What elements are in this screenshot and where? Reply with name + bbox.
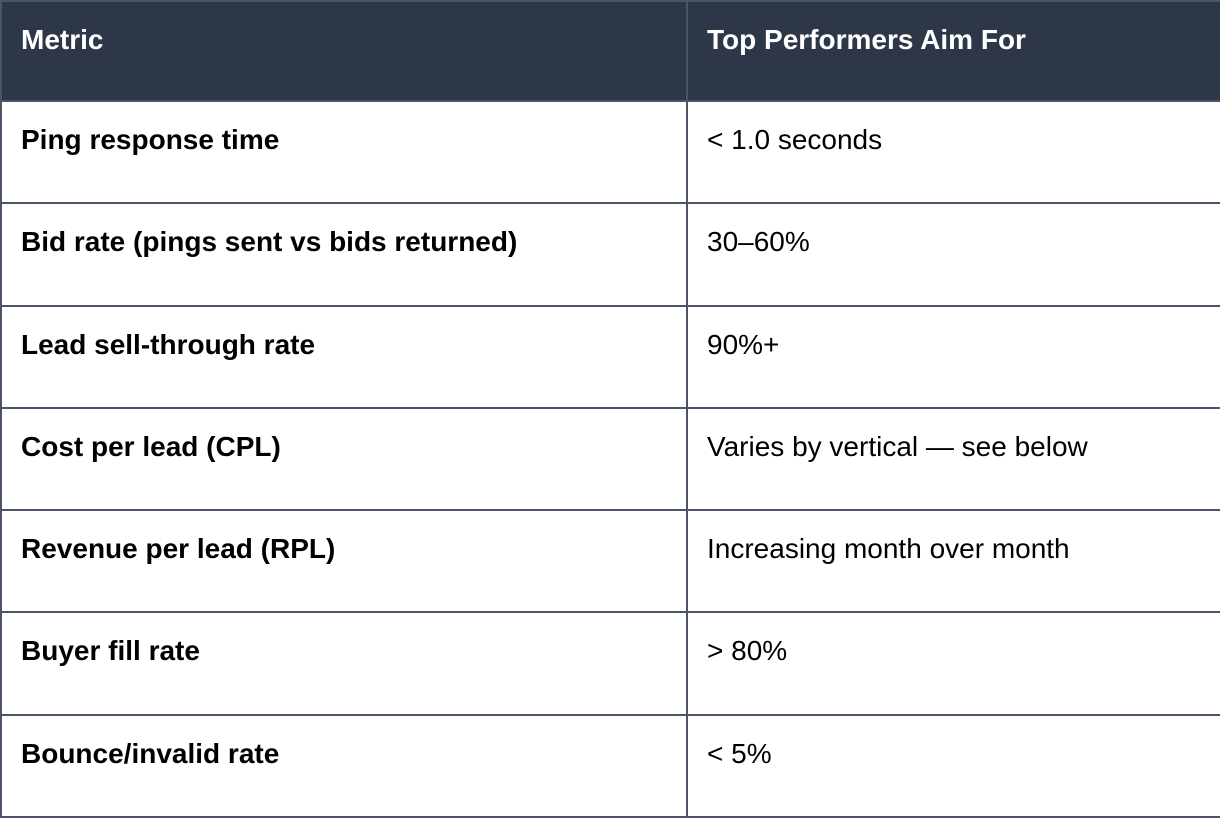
table-header-row: Metric Top Performers Aim For [0,0,1220,102]
metric-cell: Bounce/invalid rate [0,713,688,818]
table-row: Revenue per lead (RPL) Increasing month … [0,509,1220,614]
column-header-target: Top Performers Aim For [686,0,1220,102]
table-row: Cost per lead (CPL) Varies by vertical —… [0,406,1220,512]
table-row: Ping response time < 1.0 seconds [0,99,1220,205]
table-row: Buyer fill rate > 80% [0,611,1220,716]
table-row: Lead sell-through rate 90%+ [0,304,1220,409]
target-cell: > 80% [686,611,1220,716]
metric-cell: Lead sell-through rate [0,304,688,409]
metric-cell: Buyer fill rate [0,611,688,716]
metric-cell: Bid rate (pings sent vs bids returned) [0,202,688,307]
metric-cell: Cost per lead (CPL) [0,406,688,512]
target-cell: < 5% [686,713,1220,818]
table-row: Bid rate (pings sent vs bids returned) 3… [0,202,1220,307]
target-cell: Increasing month over month [686,509,1220,614]
metric-cell: Ping response time [0,99,688,205]
target-cell: Varies by vertical — see below [686,406,1220,512]
target-cell: 30–60% [686,202,1220,307]
target-cell: 90%+ [686,304,1220,409]
table-row: Bounce/invalid rate < 5% [0,713,1220,818]
target-cell: < 1.0 seconds [686,99,1220,205]
column-header-metric: Metric [0,0,688,102]
metric-cell: Revenue per lead (RPL) [0,509,688,614]
